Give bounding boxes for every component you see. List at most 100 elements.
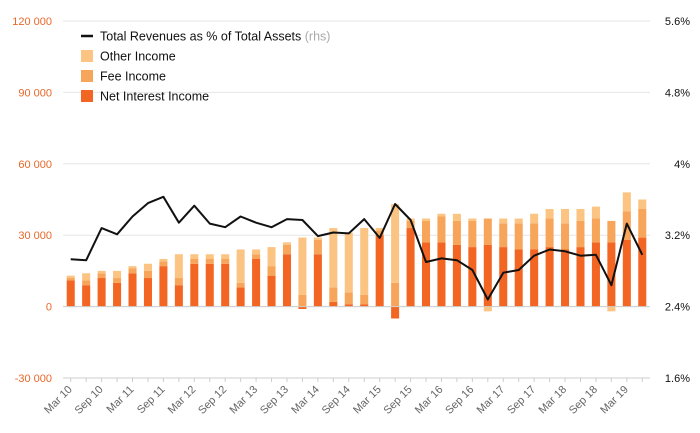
bar-other-income [236, 249, 245, 283]
bar-net-interest-income [561, 249, 570, 307]
bar-fee-income [421, 220, 431, 243]
bar-net-interest-income [530, 249, 539, 307]
legend-box-swatch [81, 50, 93, 62]
x-axis-tick-label: Sep 15 [382, 384, 415, 417]
left-axis-tick-label: 90 000 [18, 87, 52, 99]
right-axis-tick-label: 3.2% [665, 230, 690, 242]
x-axis-tick-label: Mar 11 [105, 384, 137, 416]
bar-net-interest-income [143, 278, 152, 307]
bar-other-income [205, 254, 214, 259]
bar-net-interest-income [406, 228, 415, 307]
legend-box-swatch [81, 90, 93, 102]
bar-net-interest-income [638, 237, 647, 307]
x-axis-tick-label: Mar 17 [475, 384, 508, 417]
bar-fee-income [530, 223, 539, 250]
bar-other-income [514, 218, 523, 224]
bar-other-income [128, 266, 137, 269]
bar-other-income [437, 213, 446, 217]
bar-net-interest-income [391, 306, 400, 319]
bar-fee-income [499, 223, 508, 248]
bar-fee-income [468, 220, 477, 248]
bar-net-interest-income [159, 266, 168, 307]
bar-fee-income [437, 216, 446, 243]
bar-other-income [282, 242, 292, 245]
x-axis-tick-label: Mar 14 [289, 384, 322, 417]
bar-net-interest-income [66, 280, 75, 307]
left-axis-tick-label: 0 [46, 302, 52, 314]
legend: Total Revenues as % of Total Assets (rhs… [81, 30, 330, 104]
bar-other-income [499, 218, 508, 224]
left-axis-tick-label: 60 000 [18, 159, 52, 171]
x-axis-tick-label: Mar 18 [536, 384, 569, 417]
bar-other-income [391, 204, 400, 283]
x-axis-tick-label: Sep 11 [135, 384, 168, 417]
bar-net-interest-income [344, 304, 353, 307]
bar-other-income [375, 228, 384, 231]
bar-net-interest-income [267, 275, 276, 307]
bar-net-interest-income [128, 273, 137, 307]
bar-net-interest-income [97, 278, 106, 307]
bar-fee-income [514, 223, 523, 250]
bar-fee-income [190, 259, 199, 264]
right-axis-tick-label: 1.6% [665, 373, 690, 385]
bar-other-income [622, 192, 631, 212]
x-axis-tick-label: Mar 16 [413, 384, 446, 417]
bar-net-interest-income [174, 285, 183, 307]
bar-net-interest-income [360, 304, 369, 307]
bar-net-interest-income [514, 249, 523, 307]
bar-net-interest-income [313, 254, 322, 307]
legend-box-swatch [81, 70, 93, 82]
bar-net-interest-income [190, 263, 199, 307]
bar-fee-income [545, 218, 554, 248]
bar-net-interest-income [576, 247, 585, 307]
bar-fee-income [66, 278, 75, 281]
right-axis-tick-label: 4% [674, 159, 690, 171]
bar-other-income [545, 209, 554, 219]
bar-net-interest-income [329, 301, 338, 307]
bar-net-interest-income [82, 285, 91, 307]
bar-net-interest-income [236, 287, 245, 307]
x-axis-tick-label: Sep 18 [567, 384, 600, 417]
bar-other-income [190, 254, 199, 259]
bar-net-interest-income [252, 259, 261, 307]
bar-fee-income [205, 259, 214, 264]
bar-fee-income [375, 230, 384, 236]
legend-label: Other Income [100, 50, 176, 64]
bar-other-income [82, 273, 91, 281]
bar-fee-income [252, 254, 261, 259]
line-total-revenues-pct-assets [70, 195, 644, 301]
bar-other-income [607, 306, 616, 312]
bar-other-income [267, 247, 276, 267]
bar-net-interest-income [545, 247, 554, 307]
line-series [70, 195, 644, 301]
bar-other-income [97, 270, 106, 274]
bar-net-interest-income [607, 242, 616, 307]
bar-fee-income [82, 280, 91, 286]
bar-net-interest-income [298, 306, 307, 309]
bar-other-income [313, 237, 322, 240]
bar-fee-income [344, 292, 353, 305]
bar-fee-income [452, 220, 461, 245]
bar-fee-income [298, 294, 307, 307]
legend-note: (rhs) [301, 30, 330, 44]
x-axis-tick-label: Sep 16 [443, 384, 476, 417]
bar-fee-income [282, 244, 292, 255]
bar-other-income [421, 218, 431, 221]
bar-fee-income [607, 220, 616, 243]
bar-fee-income [576, 220, 585, 248]
x-axis-tick-label: Mar 13 [228, 384, 261, 417]
bar-other-income [174, 254, 183, 279]
bar-net-interest-income [483, 244, 492, 307]
bar-fee-income [360, 294, 369, 305]
bar-fee-income [638, 209, 647, 238]
bar-other-income [143, 263, 152, 271]
x-axis-tick-label: Mar 10 [42, 384, 75, 417]
bar-series [66, 192, 647, 319]
bar-other-income [66, 275, 75, 279]
bar-fee-income [313, 239, 322, 255]
bar-other-income [483, 306, 492, 312]
left-axis-tick-label: -30 000 [15, 373, 52, 385]
bar-net-interest-income [452, 244, 461, 307]
bar-fee-income [591, 218, 600, 243]
bar-net-interest-income [421, 242, 431, 307]
